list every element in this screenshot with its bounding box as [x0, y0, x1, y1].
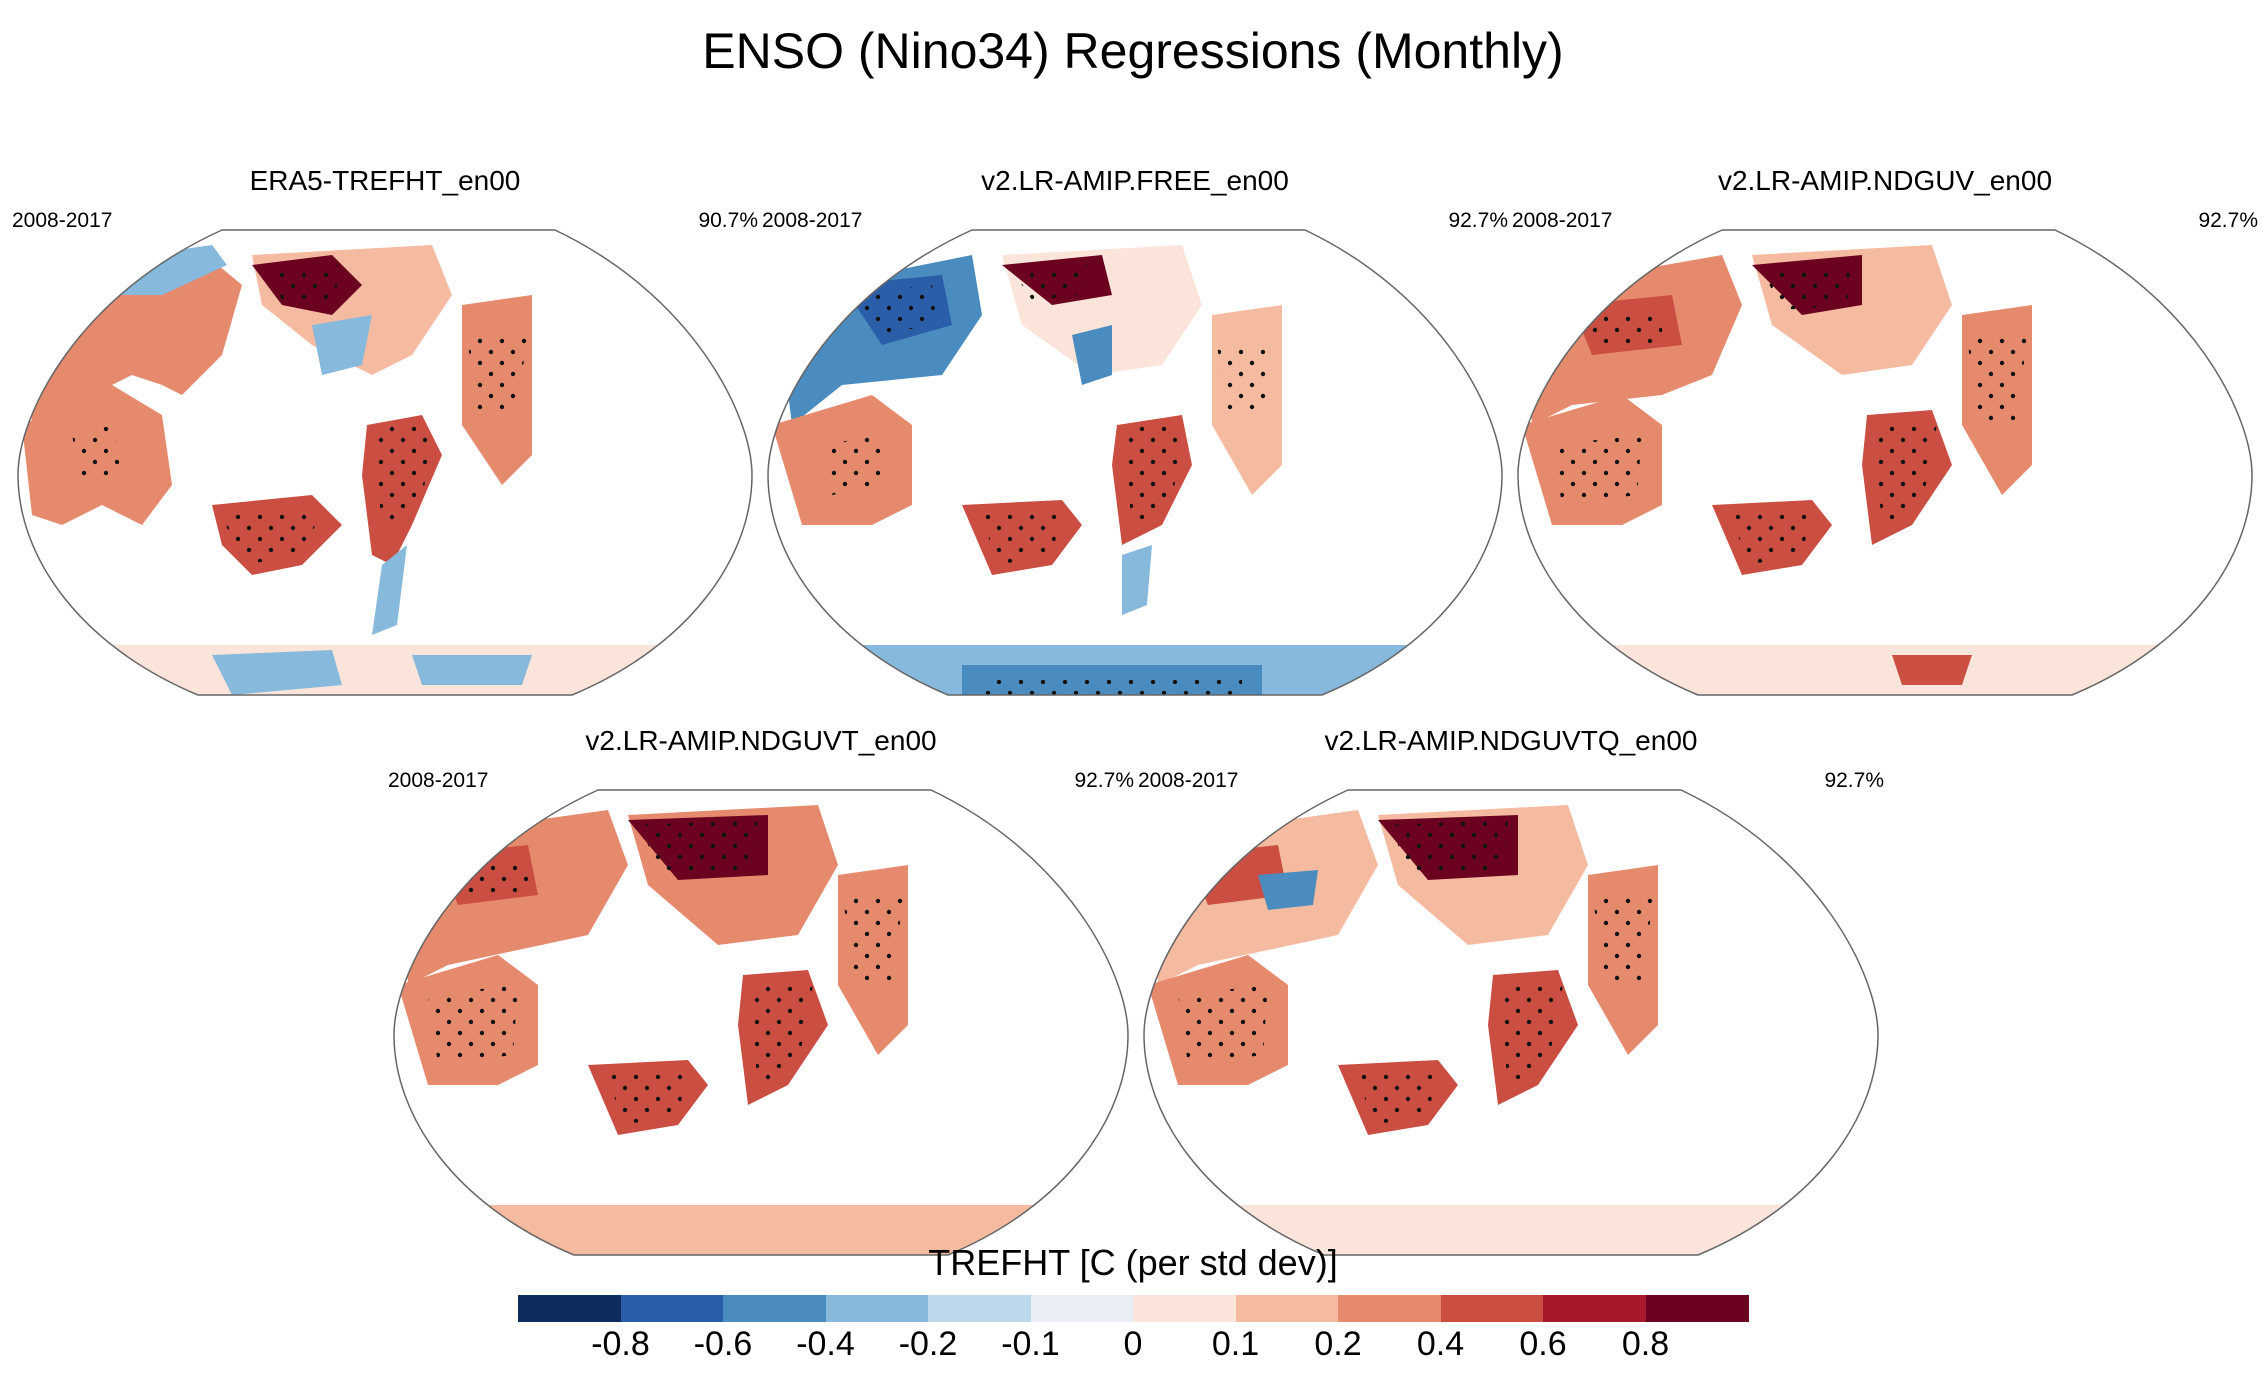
colorbar-tick-label: 0.8 [1621, 1325, 1670, 1363]
colorbar-swatch [620, 1295, 724, 1322]
colorbar-swatch [1645, 1295, 1749, 1322]
map-panel-free: v2.LR-AMIP.FREE_en00 2008-2017 92.7% [762, 165, 1508, 696]
panel-percent: 90.7% [698, 209, 758, 232]
map-panel-ndguvtq: v2.LR-AMIP.NDGUVTQ_en00 2008-2017 92.7% [1138, 725, 1884, 1256]
colorbar-swatch [723, 1295, 826, 1322]
colorbar-swatch [518, 1295, 621, 1322]
regression-map [393, 789, 1129, 1256]
colorbar-tick-label: 0.2 [1314, 1325, 1362, 1363]
regression-map [1517, 229, 2253, 696]
colorbar-tick-label: 0.4 [1416, 1325, 1465, 1363]
map-panel-era5: ERA5-TREFHT_en00 2008-2017 90.7% [12, 165, 758, 696]
colorbar-swatch [1133, 1295, 1236, 1322]
colorbar-tick-label: 0 [1123, 1325, 1143, 1363]
figure-title: ENSO (Nino34) Regressions (Monthly) [702, 23, 1564, 79]
panel-title: ERA5-TREFHT_en00 [249, 165, 521, 196]
colorbar-tick-label: -0.2 [898, 1325, 958, 1363]
map-panel-ndguv: v2.LR-AMIP.NDGUV_en00 2008-2017 92.7% [1512, 165, 2258, 696]
panel-percent: 92.7% [2198, 209, 2258, 232]
panel-period: 2008-2017 [12, 209, 113, 232]
colorbar-swatch [1030, 1295, 1134, 1322]
colorbar-swatch [1235, 1295, 1339, 1322]
colorbar-tick-label: -0.4 [796, 1325, 855, 1363]
panel-title: v2.LR-AMIP.NDGUV_en00 [1717, 165, 2053, 196]
colorbar-tick-label: 0.6 [1519, 1325, 1567, 1363]
panel-percent: 92.7% [1448, 209, 1508, 232]
colorbar-swatch [1543, 1295, 1646, 1322]
colorbar-tick-label: -0.1 [1001, 1325, 1060, 1363]
panel-period: 2008-2017 [1138, 769, 1239, 792]
panel-period: 2008-2017 [762, 209, 863, 232]
colorbar-swatch [1338, 1295, 1441, 1322]
panel-percent: 92.7% [1074, 769, 1134, 792]
colorbar-swatch [825, 1295, 929, 1322]
regression-map [767, 229, 1503, 696]
colorbar-tick-label: -0.6 [693, 1325, 753, 1363]
colorbar-tick-label: 0.1 [1211, 1325, 1260, 1363]
colorbar-swatch [928, 1295, 1031, 1322]
panel-title: v2.LR-AMIP.NDGUVT_en00 [585, 725, 937, 756]
map-panel-ndguvt: v2.LR-AMIP.NDGUVT_en00 2008-2017 92.7% [388, 725, 1134, 1256]
colorbar-title: TREFHT [C (per std dev)] [928, 1242, 1338, 1283]
regression-map [1143, 789, 1879, 1256]
colorbar-tick-label: -0.8 [591, 1325, 650, 1363]
panel-title: v2.LR-AMIP.NDGUVTQ_en00 [1324, 725, 1698, 756]
panel-percent: 92.7% [1824, 769, 1884, 792]
colorbar-swatch [1440, 1295, 1544, 1322]
regression-map [17, 229, 753, 696]
panel-period: 2008-2017 [1512, 209, 1613, 232]
panel-title: v2.LR-AMIP.FREE_en00 [981, 165, 1289, 196]
panel-period: 2008-2017 [388, 769, 489, 792]
